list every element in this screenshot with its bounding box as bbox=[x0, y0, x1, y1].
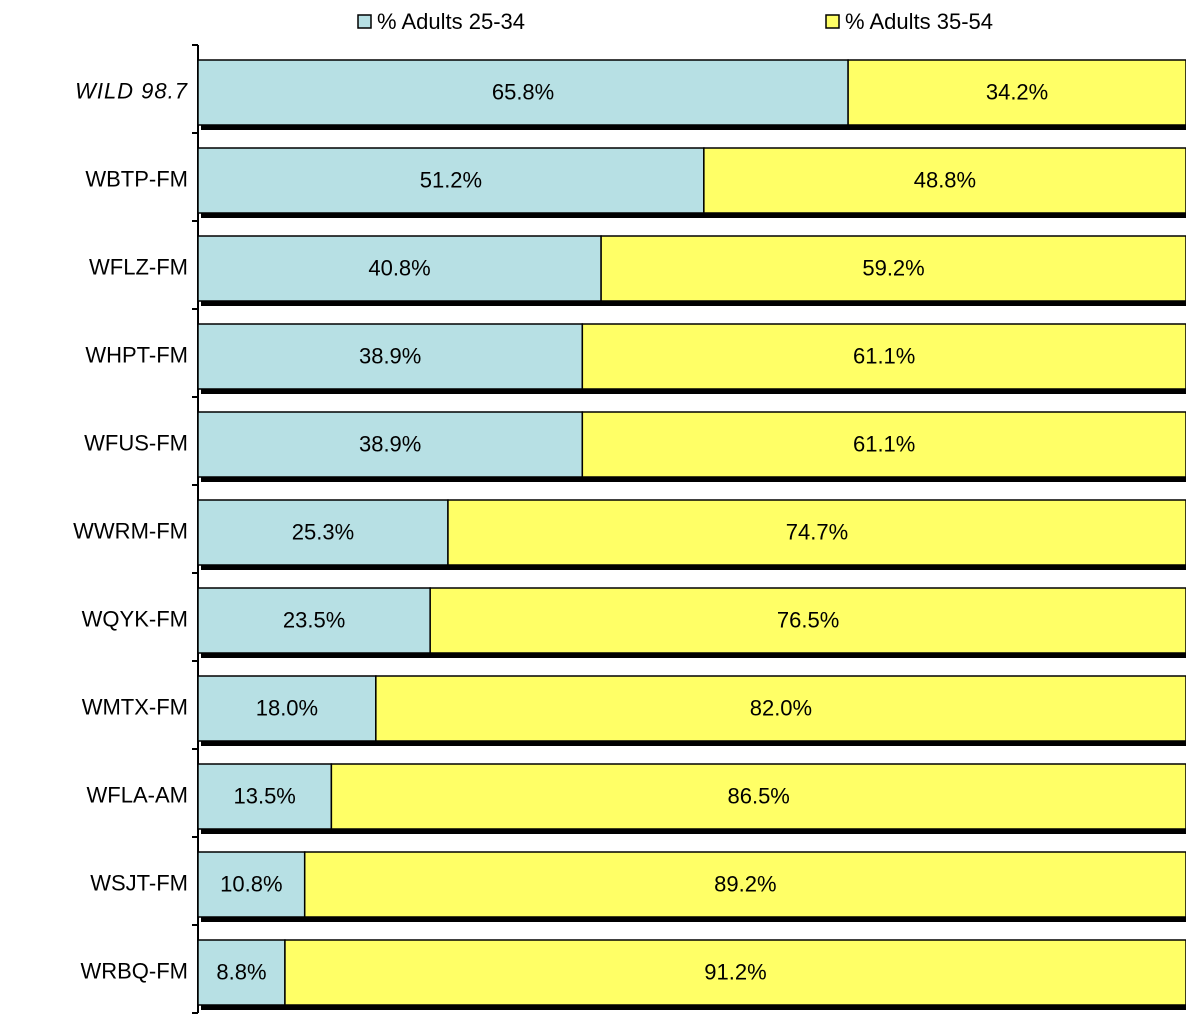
data-label: 18.0% bbox=[256, 695, 318, 720]
legend-label: % Adults 25-34 bbox=[377, 9, 525, 34]
category-label: WWRM-FM bbox=[73, 518, 188, 543]
category-label: WMTX-FM bbox=[82, 694, 188, 719]
bar-segment bbox=[197, 59, 849, 126]
legend-label: % Adults 35-54 bbox=[845, 9, 993, 34]
bar-shadow bbox=[201, 125, 1186, 130]
bar-segment bbox=[197, 147, 705, 214]
data-label: 51.2% bbox=[420, 167, 482, 192]
bar-segment bbox=[581, 411, 1186, 478]
bar-segment bbox=[703, 147, 1186, 214]
data-label: 38.9% bbox=[359, 343, 421, 368]
bar-segment bbox=[284, 939, 1186, 1006]
bar-shadow bbox=[201, 741, 1186, 746]
data-label: 76.5% bbox=[777, 607, 839, 632]
bar-shadow bbox=[201, 213, 1186, 218]
bar-segment bbox=[303, 851, 1186, 918]
category-label: WILD 98.7 bbox=[75, 78, 188, 103]
bar-shadow bbox=[201, 301, 1186, 306]
data-label: 40.8% bbox=[368, 255, 430, 280]
data-label: 13.5% bbox=[233, 783, 295, 808]
bar-segment bbox=[429, 587, 1186, 654]
bar-segment bbox=[197, 675, 377, 742]
bar-segment bbox=[375, 675, 1186, 742]
data-label: 8.8% bbox=[216, 959, 266, 984]
category-label: WQYK-FM bbox=[82, 606, 188, 631]
bar-segment bbox=[197, 323, 584, 390]
bar-shadow bbox=[201, 389, 1186, 394]
data-label: 48.8% bbox=[914, 167, 976, 192]
bar-shadow bbox=[201, 917, 1186, 922]
bar-shadow bbox=[201, 477, 1186, 482]
legend-swatch bbox=[825, 14, 840, 29]
data-label: 86.5% bbox=[727, 783, 789, 808]
data-label: 61.1% bbox=[853, 431, 915, 456]
category-label: WFLZ-FM bbox=[89, 254, 188, 279]
category-label: WFUS-FM bbox=[84, 430, 188, 455]
data-label: 23.5% bbox=[283, 607, 345, 632]
bar-segment bbox=[197, 763, 333, 830]
bar-segment bbox=[447, 499, 1186, 566]
bar-segment bbox=[197, 411, 584, 478]
bar-shadow bbox=[201, 1005, 1186, 1010]
bar-segment bbox=[197, 939, 286, 1006]
data-label: 59.2% bbox=[862, 255, 924, 280]
bar-segment bbox=[197, 851, 306, 918]
data-label: 38.9% bbox=[359, 431, 421, 456]
bar-segment bbox=[600, 235, 1186, 302]
category-label: WBTP-FM bbox=[85, 166, 188, 191]
category-label: WFLA-AM bbox=[87, 782, 188, 807]
bar-shadow bbox=[201, 829, 1186, 834]
bar-segment bbox=[197, 235, 602, 302]
bar-segment bbox=[581, 323, 1186, 390]
data-label: 82.0% bbox=[750, 695, 812, 720]
bar-shadow bbox=[201, 653, 1186, 658]
bar-segment bbox=[197, 587, 431, 654]
bar-segment bbox=[847, 59, 1186, 126]
category-label: WSJT-FM bbox=[90, 870, 188, 895]
data-label: 91.2% bbox=[704, 959, 766, 984]
data-label: 10.8% bbox=[220, 871, 282, 896]
category-label: WRBQ-FM bbox=[80, 958, 188, 983]
data-label: 65.8% bbox=[492, 79, 554, 104]
bar-segment bbox=[330, 763, 1186, 830]
data-label: 74.7% bbox=[786, 519, 848, 544]
data-label: 34.2% bbox=[986, 79, 1048, 104]
bar-shadow bbox=[201, 565, 1186, 570]
data-label: 61.1% bbox=[853, 343, 915, 368]
data-label: 25.3% bbox=[292, 519, 354, 544]
legend-swatch bbox=[357, 14, 372, 29]
category-label: WHPT-FM bbox=[85, 342, 188, 367]
data-label: 89.2% bbox=[714, 871, 776, 896]
